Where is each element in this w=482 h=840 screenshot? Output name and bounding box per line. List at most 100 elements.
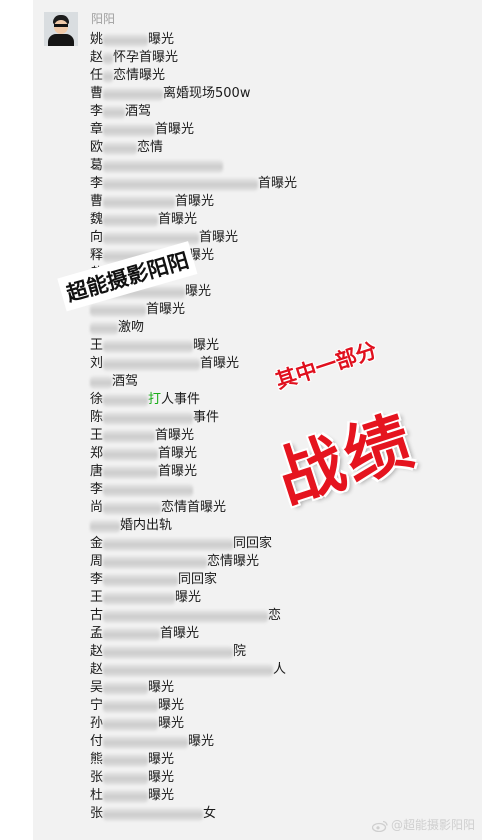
message-line: 赵怀孕首曝光 — [90, 49, 178, 67]
redacted-block — [103, 772, 149, 785]
redacted-block — [103, 106, 126, 119]
redacted-block — [103, 430, 156, 443]
line-suffix: 首曝光 — [158, 446, 198, 461]
line-prefix: 熊 — [90, 752, 104, 767]
message-line: 首曝光 — [90, 301, 185, 319]
redacted-block — [103, 124, 156, 137]
line-suffix: 怀孕首曝光 — [113, 50, 179, 65]
line-prefix: 任 — [90, 68, 104, 83]
line-suffix: 婚内出轨 — [120, 518, 173, 533]
line-prefix: 张 — [90, 806, 104, 821]
line-prefix: 尚 — [90, 500, 104, 515]
message-line: 陈 事件 — [90, 409, 219, 427]
weibo-icon — [372, 820, 388, 832]
redacted-block — [103, 358, 201, 371]
line-prefix: 徐 — [90, 392, 104, 407]
line-prefix: 李 — [90, 176, 104, 191]
message-line: 金 同回家 — [90, 535, 272, 553]
line-suffix: 首曝光 — [158, 212, 198, 227]
line-suffix: 激吻 — [118, 320, 145, 335]
message-line: 古恋 — [90, 607, 281, 625]
line-suffix: 女 — [203, 806, 217, 821]
message-line: 任恋情曝光 — [90, 67, 165, 85]
redacted-block — [103, 178, 259, 191]
redacted-block — [103, 538, 234, 551]
line-suffix: 恋情首曝光 — [161, 500, 227, 515]
line-suffix: 首曝光 — [160, 626, 200, 641]
message-line: 婚内出轨 — [90, 517, 172, 535]
line-prefix: 宁 — [90, 698, 104, 713]
line-suffix: 首曝光 — [258, 176, 298, 191]
message-line: 李 同回家 — [90, 571, 217, 589]
line-prefix: 古 — [90, 608, 104, 623]
message-line: 张女 — [90, 805, 216, 823]
line-suffix: 人事件 — [161, 392, 201, 407]
redacted-block — [103, 412, 194, 425]
line-highlight: 打 — [148, 392, 162, 407]
redacted-block — [103, 466, 159, 479]
line-suffix: 曝光 — [175, 590, 202, 605]
line-suffix: 首曝光 — [200, 356, 240, 371]
line-prefix: 章 — [90, 122, 104, 137]
message-line: 章 首曝光 — [90, 121, 194, 139]
message-line: 徐 打人事件 — [90, 391, 200, 409]
line-prefix: 张 — [90, 770, 104, 785]
message-line: 吴 曝光 — [90, 679, 174, 697]
redacted-block — [103, 70, 114, 83]
redacted-block — [103, 88, 164, 101]
redacted-block — [103, 700, 159, 713]
message-line: 酒驾 — [90, 373, 138, 391]
line-prefix: 赵 — [90, 644, 104, 659]
message-line: 杜 曝光 — [90, 787, 174, 805]
line-suffix: 同回家 — [178, 572, 218, 587]
message-line: 激吻 — [90, 319, 144, 337]
line-suffix: 曝光 — [148, 788, 175, 803]
message-line: 付 曝光 — [90, 733, 214, 751]
watermark-text: @超能摄影阳阳 — [391, 818, 476, 832]
line-suffix: 恋情曝光 — [113, 68, 166, 83]
redacted-block — [90, 304, 146, 317]
line-prefix: 赵 — [90, 50, 104, 65]
line-prefix: 郑 — [90, 446, 104, 461]
message-line: 尚 恋情首曝光 — [90, 499, 226, 517]
redacted-block — [103, 232, 200, 245]
line-suffix: 曝光 — [158, 698, 185, 713]
message-line: 王 曝光 — [90, 589, 201, 607]
line-suffix: 酒驾 — [112, 374, 139, 389]
redacted-block — [103, 736, 189, 749]
message-line: 宁 曝光 — [90, 697, 184, 715]
redacted-block — [103, 592, 176, 605]
line-suffix: 首曝光 — [146, 302, 186, 317]
line-prefix: 姚 — [90, 32, 104, 47]
sender-avatar[interactable] — [44, 12, 78, 46]
line-prefix: 王 — [90, 590, 104, 605]
message-line: 向 首曝光 — [90, 229, 238, 247]
line-suffix: 酒驾 — [125, 104, 152, 119]
message-line: 赵人 — [90, 661, 286, 679]
redacted-block — [103, 664, 274, 677]
redacted-block — [103, 484, 194, 497]
message-line: 孟 首曝光 — [90, 625, 199, 643]
sender-name: 阳阳 — [91, 12, 116, 26]
line-suffix: 首曝光 — [199, 230, 239, 245]
redacted-block — [103, 718, 159, 731]
message-line: 刘 首曝光 — [90, 355, 239, 373]
message-line: 曹 首曝光 — [90, 193, 214, 211]
redacted-block — [103, 340, 194, 353]
message-line: 欧 恋情 — [90, 139, 163, 157]
message-line: 周 恋情曝光 — [90, 553, 259, 571]
redacted-block — [103, 682, 149, 695]
redacted-block — [103, 196, 176, 209]
redacted-block — [90, 376, 112, 389]
line-suffix: 首曝光 — [158, 464, 198, 479]
line-prefix: 释 — [90, 248, 104, 263]
line-prefix: 刘 — [90, 356, 104, 371]
line-suffix: 人 — [273, 662, 287, 677]
redacted-block — [103, 754, 149, 767]
message-line: 张 曝光 — [90, 769, 174, 787]
redacted-block — [103, 394, 149, 407]
line-prefix: 付 — [90, 734, 104, 749]
message-line: 王 首曝光 — [90, 427, 194, 445]
message-line: 王 曝光 — [90, 337, 219, 355]
redacted-block — [103, 556, 208, 569]
